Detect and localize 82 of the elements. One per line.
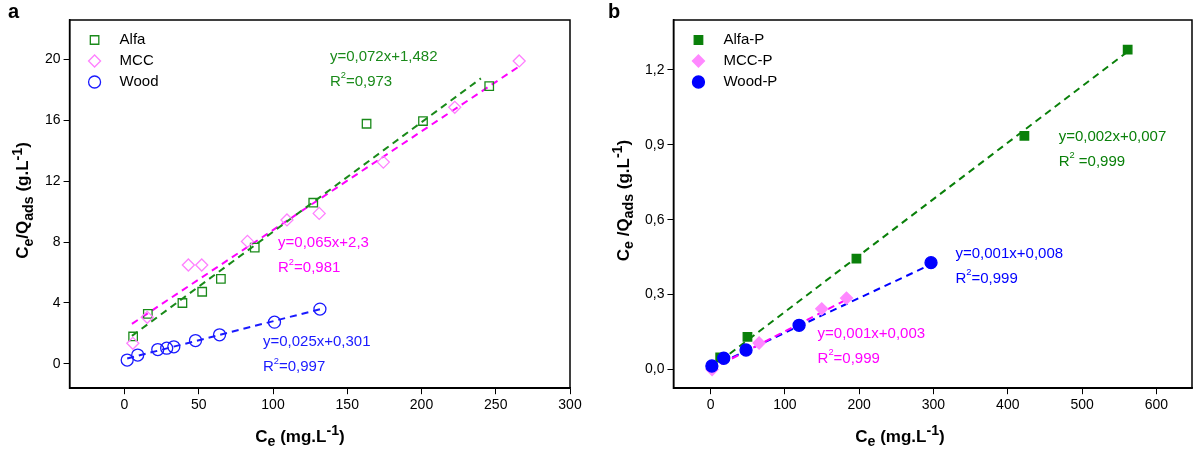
y-tick-label: 8 (52, 233, 61, 249)
x-axis-title: C$_{e}$ (mg.L$^{-1}$) (254, 421, 346, 449)
x-tick-label: 300 (921, 396, 946, 413)
point (512, 54, 526, 68)
point (839, 291, 854, 305)
legend-label: Wood-P (723, 72, 778, 90)
x-tick-label: 300 (558, 396, 582, 413)
point (177, 298, 188, 308)
legend-label: Alfa-P (723, 30, 765, 48)
point (280, 213, 294, 227)
point (792, 318, 806, 332)
point (924, 255, 938, 270)
annotation: y=0,002x+0,007 (1058, 126, 1167, 144)
annotation: y=0,001x+0,003 (817, 323, 926, 341)
chart-title: a (8, 0, 20, 23)
legend-label: Wood (119, 72, 159, 90)
x-tick-label: 0 (706, 396, 715, 413)
point (376, 155, 390, 169)
x-tick-label: 150 (335, 396, 360, 413)
y-tick-label: 0,9 (644, 135, 665, 152)
x-tick-label: 400 (996, 396, 1020, 413)
point (151, 342, 165, 357)
point (739, 343, 753, 357)
point (167, 340, 181, 354)
point (131, 348, 145, 362)
y-tick-label: 16 (44, 111, 61, 128)
y-tick-label: 0 (52, 354, 61, 371)
point (448, 100, 462, 114)
x-tick-label: 200 (409, 396, 434, 413)
annotation: y=0,001x+0,008 (955, 243, 1064, 261)
point (126, 336, 140, 350)
chart-title: b (608, 0, 621, 23)
point (418, 116, 428, 126)
point (188, 333, 203, 348)
point (484, 81, 495, 92)
x-tick-label: 250 (484, 396, 508, 413)
point (705, 359, 719, 373)
point (240, 234, 255, 249)
point (128, 331, 139, 342)
annotation: y=0,072x+1,482 (329, 46, 438, 64)
point (212, 328, 227, 342)
x-tick-label: 100 (261, 396, 285, 413)
x-tick-label: 600 (1144, 396, 1169, 413)
annotation: y=0,025x+0,301 (262, 332, 371, 350)
point (197, 286, 208, 297)
x-tick-label: 0 (120, 396, 129, 413)
point (717, 351, 731, 365)
y-tick-label: 20 (44, 50, 61, 67)
legend-label: MCC-P (723, 51, 773, 69)
y-tick-label: 12 (44, 172, 61, 189)
legend-label: Alfa (119, 30, 147, 48)
point (851, 253, 862, 264)
y-tick-label: 0,3 (644, 285, 665, 302)
annotation: y=0,065x+2,3 (278, 233, 369, 251)
point (308, 197, 319, 208)
point (181, 258, 196, 272)
point (1019, 130, 1030, 141)
point (195, 258, 209, 272)
x-tick-label: 200 (847, 396, 872, 413)
x-tick-label: 100 (773, 396, 797, 413)
point (752, 336, 766, 350)
point (312, 206, 326, 221)
point (1122, 44, 1133, 55)
point (120, 353, 134, 367)
point (140, 310, 154, 324)
y-tick-label: 4 (52, 293, 61, 310)
point (142, 309, 153, 319)
y-tick-label: 1,2 (644, 60, 665, 77)
point (313, 302, 327, 316)
point (742, 331, 753, 342)
point (815, 302, 829, 316)
legend-label: MCC (119, 51, 154, 69)
point (267, 315, 282, 329)
x-tick-label: 500 (1070, 396, 1094, 413)
y-tick-label: 0,6 (644, 210, 665, 227)
x-tick-label: 50 (190, 396, 207, 413)
point (216, 274, 226, 284)
point (160, 341, 174, 355)
point (249, 242, 260, 253)
y-tick-label: 0,0 (644, 360, 665, 377)
x-axis-title: C$_{e}$ (mg.L$^{-1}$) (854, 421, 946, 449)
point (361, 118, 372, 129)
